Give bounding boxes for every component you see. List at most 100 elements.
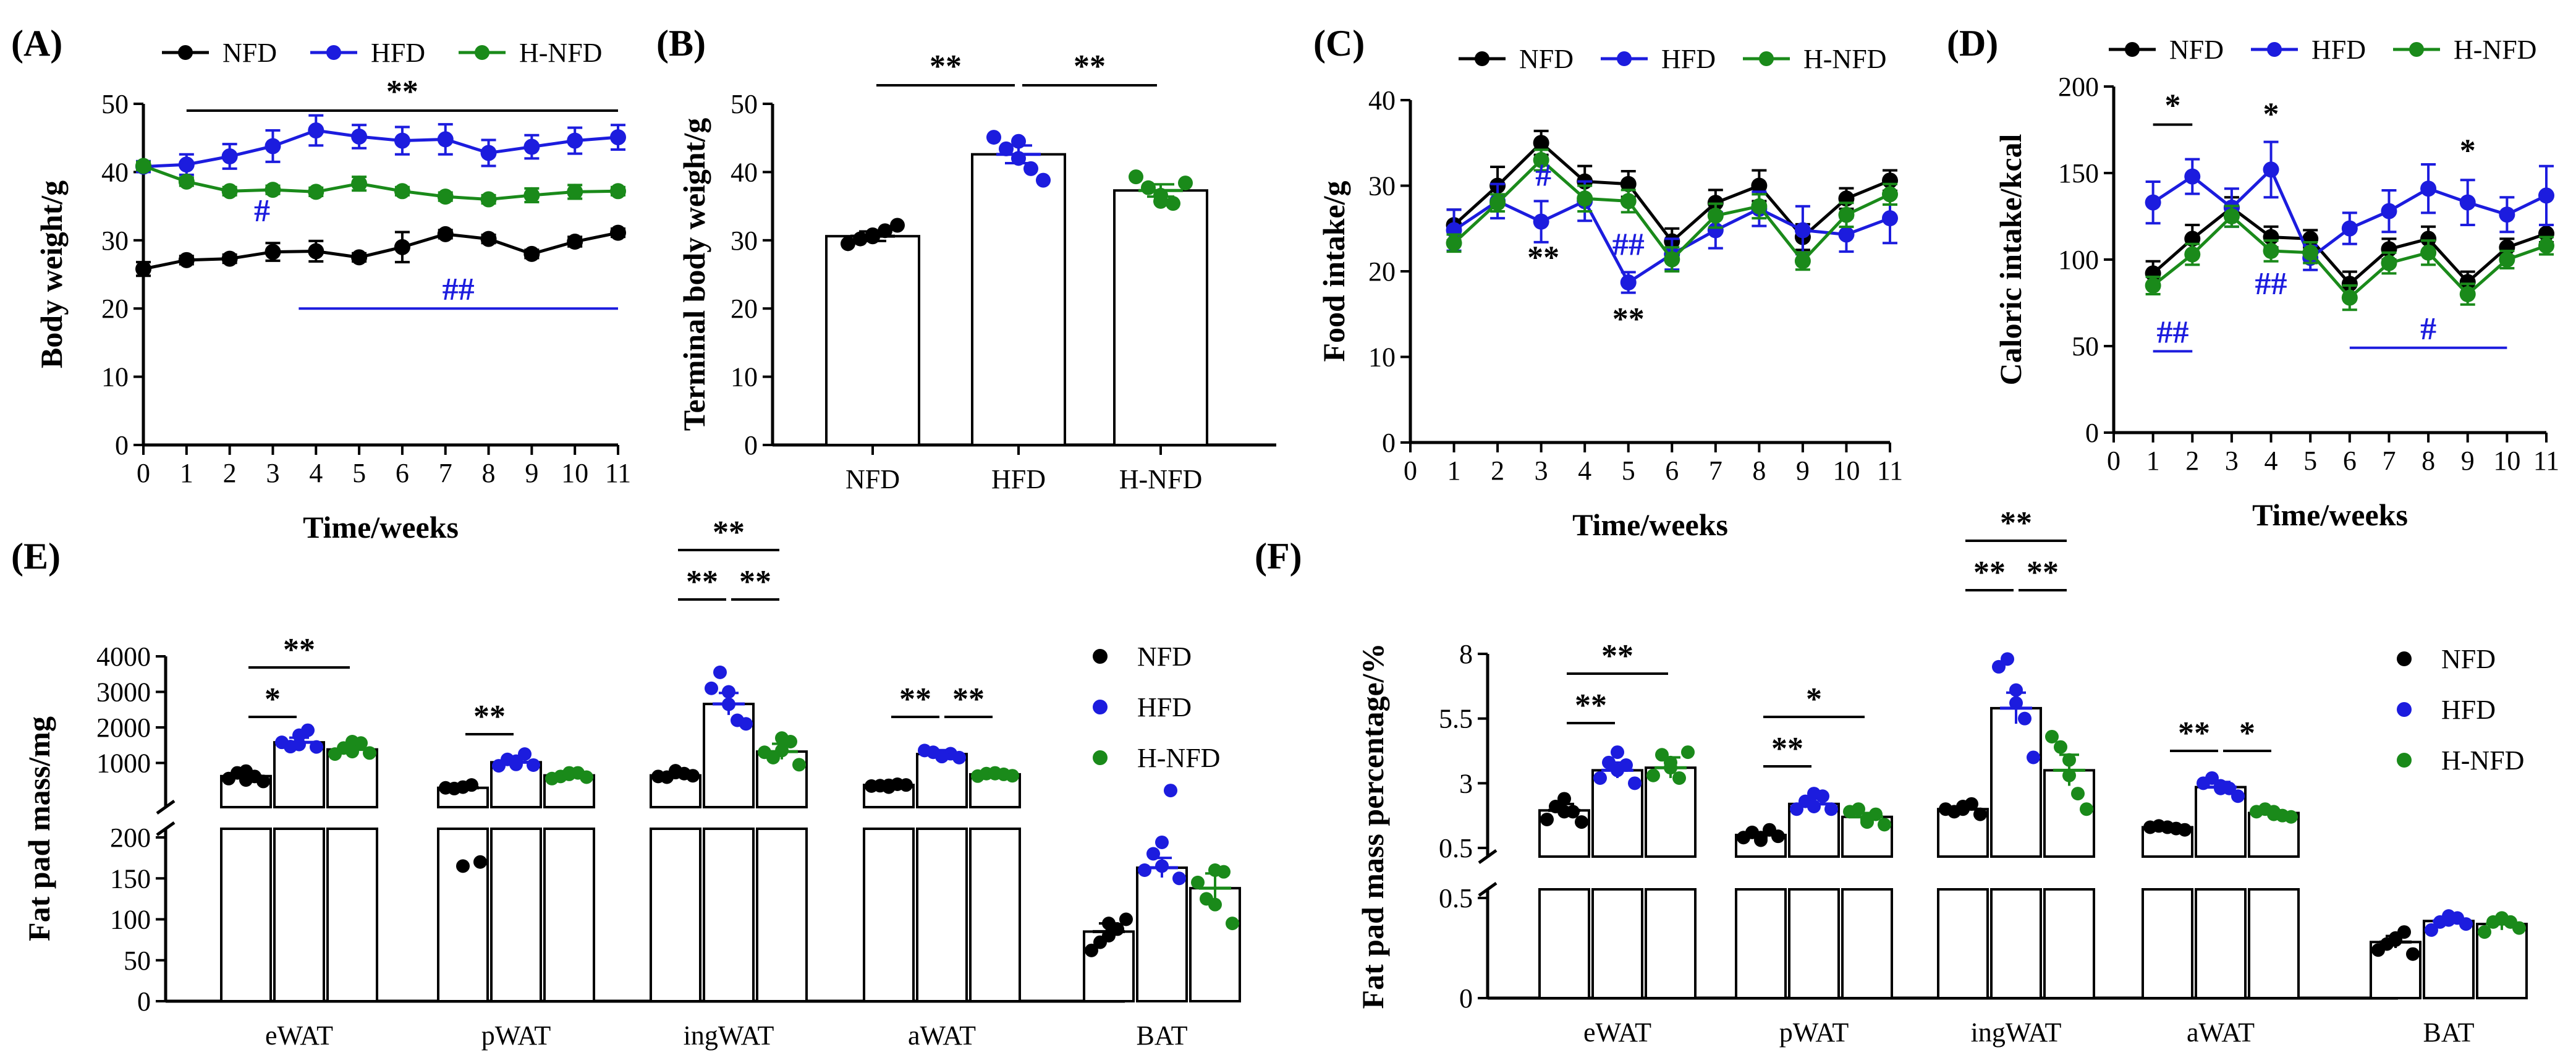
y-tick-label: 50 bbox=[731, 89, 758, 119]
bar-segment-lower bbox=[1538, 888, 1590, 999]
bar-bat-nfd bbox=[1083, 912, 1135, 1002]
data-point bbox=[986, 130, 1001, 145]
data-point bbox=[2214, 779, 2227, 793]
bar-awat-hfd bbox=[2195, 771, 2247, 999]
significance-label: * bbox=[2263, 97, 2279, 132]
series-line bbox=[143, 231, 619, 271]
data-point bbox=[523, 187, 540, 203]
y-tick-label: 0 bbox=[115, 430, 129, 460]
panel-label: (B) bbox=[656, 23, 706, 64]
data-point bbox=[1153, 193, 1168, 209]
y-axis-label: Fat pad mass percentage/% bbox=[1355, 643, 1390, 1009]
x-tick-label: H-NFD bbox=[1119, 464, 1202, 494]
x-tick-label: 7 bbox=[1709, 455, 1722, 486]
data-point bbox=[480, 191, 497, 208]
data-point bbox=[1141, 180, 1156, 195]
legend-marker bbox=[1475, 51, 1489, 66]
data-point bbox=[1707, 222, 1724, 239]
data-point bbox=[1602, 755, 1616, 769]
data-point bbox=[2459, 274, 2476, 290]
y-tick-label: 30 bbox=[1368, 171, 1396, 201]
data-point bbox=[2263, 161, 2279, 178]
legend-marker bbox=[178, 45, 193, 60]
data-point bbox=[722, 685, 735, 699]
data-point bbox=[1129, 169, 1143, 185]
data-point bbox=[308, 122, 324, 139]
bar-segment-lower bbox=[2248, 888, 2300, 999]
x-tick-label: 9 bbox=[1796, 455, 1810, 486]
data-point bbox=[256, 774, 270, 789]
significance-label: ** bbox=[1771, 731, 1803, 766]
data-point bbox=[1006, 769, 1019, 783]
significance-label: ** bbox=[473, 699, 506, 734]
data-point bbox=[775, 743, 789, 758]
y-tick-label: 30 bbox=[101, 226, 129, 256]
bar-pwat-nfd bbox=[437, 778, 489, 1002]
y-tick-label: 30 bbox=[731, 226, 758, 256]
bar-segment bbox=[2476, 923, 2528, 999]
y-tick-label: 5.5 bbox=[1439, 704, 1473, 734]
significance-label: * bbox=[265, 682, 281, 717]
data-point bbox=[865, 229, 880, 245]
y-tick-label: 50 bbox=[101, 89, 129, 119]
legend-label: H-NFD bbox=[519, 38, 602, 68]
data-point bbox=[2442, 913, 2455, 927]
data-point bbox=[2027, 750, 2040, 764]
bar-nfd bbox=[825, 235, 920, 446]
y-tick-label: 0.5 bbox=[1439, 883, 1473, 913]
data-point bbox=[2231, 789, 2245, 803]
data-point bbox=[1178, 176, 1193, 191]
x-axis-label: Time/weeks bbox=[2252, 498, 2408, 532]
y-tick-label: 100 bbox=[110, 905, 151, 935]
data-point bbox=[1794, 253, 1811, 269]
data-point bbox=[1533, 213, 1549, 230]
bar-segment-lower bbox=[437, 828, 489, 1002]
x-tick-label: 11 bbox=[1877, 455, 1903, 486]
significance-label: ** bbox=[713, 515, 745, 550]
bar-hfd bbox=[971, 153, 1066, 446]
data-point bbox=[437, 188, 454, 205]
panel-label: (E) bbox=[11, 536, 61, 577]
data-point bbox=[2184, 246, 2201, 263]
x-tick-label: HFD bbox=[991, 464, 1046, 494]
data-point bbox=[1790, 802, 1803, 816]
x-tick-label: 4 bbox=[309, 458, 323, 488]
data-point bbox=[1878, 818, 1891, 832]
data-point bbox=[952, 750, 966, 764]
bar-ewat-h-nfd bbox=[1645, 745, 1697, 999]
data-point bbox=[310, 740, 323, 754]
data-point bbox=[1973, 807, 1987, 821]
data-point bbox=[1611, 745, 1624, 760]
y-tick-label: 150 bbox=[2058, 158, 2099, 188]
y-tick-label: 4000 bbox=[96, 642, 151, 672]
x-tick-label: 4 bbox=[1578, 455, 1591, 486]
bar-segment-upper bbox=[2195, 786, 2247, 858]
data-point bbox=[1023, 161, 1038, 176]
data-point bbox=[1956, 802, 1970, 816]
bar-bat-hfd bbox=[2423, 909, 2475, 1000]
significance-label: ** bbox=[952, 682, 985, 717]
legend-label: H-NFD bbox=[2454, 35, 2536, 65]
legend-marker bbox=[1093, 649, 1108, 664]
bar-ewat-hfd bbox=[1591, 745, 1643, 999]
data-point bbox=[1771, 829, 1785, 844]
significance-label: ## bbox=[443, 272, 475, 307]
bar-segment-lower bbox=[1591, 888, 1643, 999]
significance-label: * bbox=[1806, 682, 1822, 717]
significance-label: ** bbox=[686, 564, 718, 599]
series-line bbox=[1452, 140, 1891, 244]
significance-label: * bbox=[2460, 133, 2476, 168]
data-point bbox=[2145, 194, 2161, 211]
data-point bbox=[178, 156, 195, 173]
data-point bbox=[509, 757, 523, 771]
data-point bbox=[1164, 784, 1177, 798]
data-point bbox=[2009, 696, 2023, 710]
data-point bbox=[610, 129, 626, 146]
panel-label: (F) bbox=[1255, 536, 1302, 577]
data-point bbox=[1577, 190, 1593, 207]
data-point bbox=[265, 182, 281, 198]
y-tick-label: 50 bbox=[124, 946, 151, 976]
series-h-nfd bbox=[1446, 148, 1898, 273]
